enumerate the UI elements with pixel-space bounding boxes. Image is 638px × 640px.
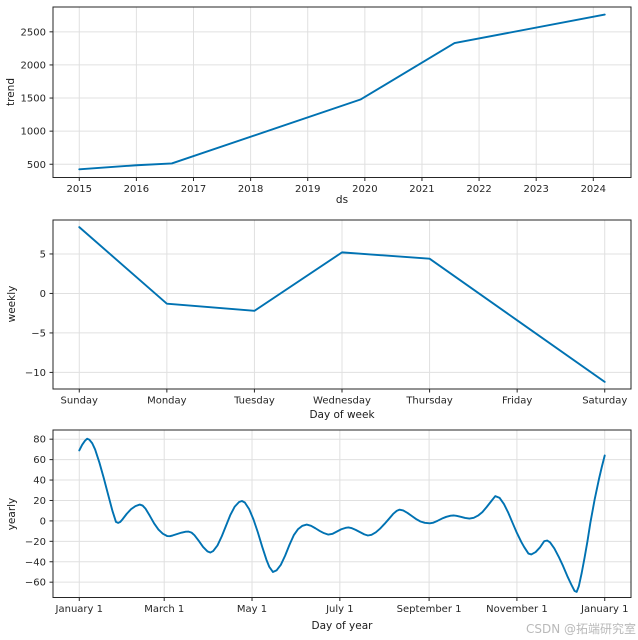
trend-xtick-label: 2019 [295, 184, 320, 195]
trend-xtick-label: 2024 [581, 184, 606, 195]
yearly-ytick-label: 80 [33, 435, 46, 446]
trend-xtick-label: 2023 [523, 184, 548, 195]
weekly-axes-box [52, 219, 632, 390]
trend-xtick-label: 2022 [466, 184, 491, 195]
yearly-line [78, 437, 606, 593]
yearly-x-axis-label: Day of year [311, 620, 373, 632]
trend-y-axis-label: trend [5, 78, 17, 106]
weekly-xtick-label: Sunday [61, 396, 98, 407]
weekly-y-axis-label: weekly [6, 285, 18, 323]
yearly-chart: January 1 March 1 May 1 July 1 September 1 No… [25, 429, 632, 615]
weekly-xtick-label: Saturday [582, 396, 627, 407]
yearly-xtick-label: September 1 [397, 604, 462, 615]
trend-ytick-label: 1000 [21, 127, 46, 138]
trend-xtick-label: 2021 [409, 184, 434, 195]
trend-xtick-label: 2020 [352, 184, 377, 195]
weekly-xtick-label: Friday [502, 396, 532, 407]
trend-ytick-label: 500 [27, 160, 46, 171]
weekly-xtick-label: Monday [147, 396, 187, 407]
yearly-ytick-label: −20 [25, 537, 46, 548]
trend-xtick-label: 2018 [238, 184, 263, 195]
weekly-ytick-label: 0 [40, 289, 46, 300]
trend-xtick-label: 2017 [181, 184, 206, 195]
yearly-xtick-label: May 1 [237, 604, 267, 615]
trend-ytick-label: 2500 [21, 27, 46, 38]
yearly-ytick-label: 0 [40, 516, 46, 527]
yearly-xtick-label: July 1 [325, 604, 354, 615]
trend-x-axis-label: ds [335, 194, 349, 206]
weekly-ytick-label: −5 [31, 328, 46, 339]
weekly-ytick-label: 5 [40, 249, 46, 260]
yearly-y-axis-label: yearly [6, 497, 18, 531]
trend-ytick-label: 2000 [21, 60, 46, 71]
yearly-ytick-label: −40 [25, 557, 46, 568]
trend-ytick-label: 1500 [21, 94, 46, 105]
yearly-ytick-label: 40 [33, 476, 46, 487]
yearly-axes-box [52, 429, 632, 598]
trend-line [78, 13, 606, 171]
trend-xtick-label: 2016 [124, 184, 149, 195]
weekly-ytick-label: −10 [25, 368, 46, 379]
yearly-ytick-label: 20 [33, 496, 46, 507]
yearly-xtick-label: January 1 [580, 604, 628, 615]
trend-xtick-label: 2015 [67, 184, 92, 195]
watermark: CSDN @拓端研究室 [525, 622, 636, 636]
yearly-xtick-label: March 1 [144, 604, 184, 615]
weekly-line [78, 226, 606, 383]
weekly-xtick-label: Thursday [405, 396, 453, 407]
yearly-ytick-label: −60 [25, 578, 46, 589]
weekly-chart: Sunday Monday Tuesday Wednesday Thursday Frid… [25, 219, 632, 407]
yearly-ytick-label: 60 [33, 455, 46, 466]
yearly-xtick-label: January 1 [55, 604, 103, 615]
weekly-xtick-label: Tuesday [233, 396, 275, 407]
yearly-xtick-label: November 1 [486, 604, 548, 615]
weekly-xtick-label: Wednesday [313, 396, 371, 407]
trend-axes-box [52, 6, 632, 178]
weekly-x-axis-label: Day of week [309, 409, 375, 421]
trend-chart: 2015 2016 2017 2018 2019 2020 2021 2022 2023 2024… [21, 6, 632, 195]
